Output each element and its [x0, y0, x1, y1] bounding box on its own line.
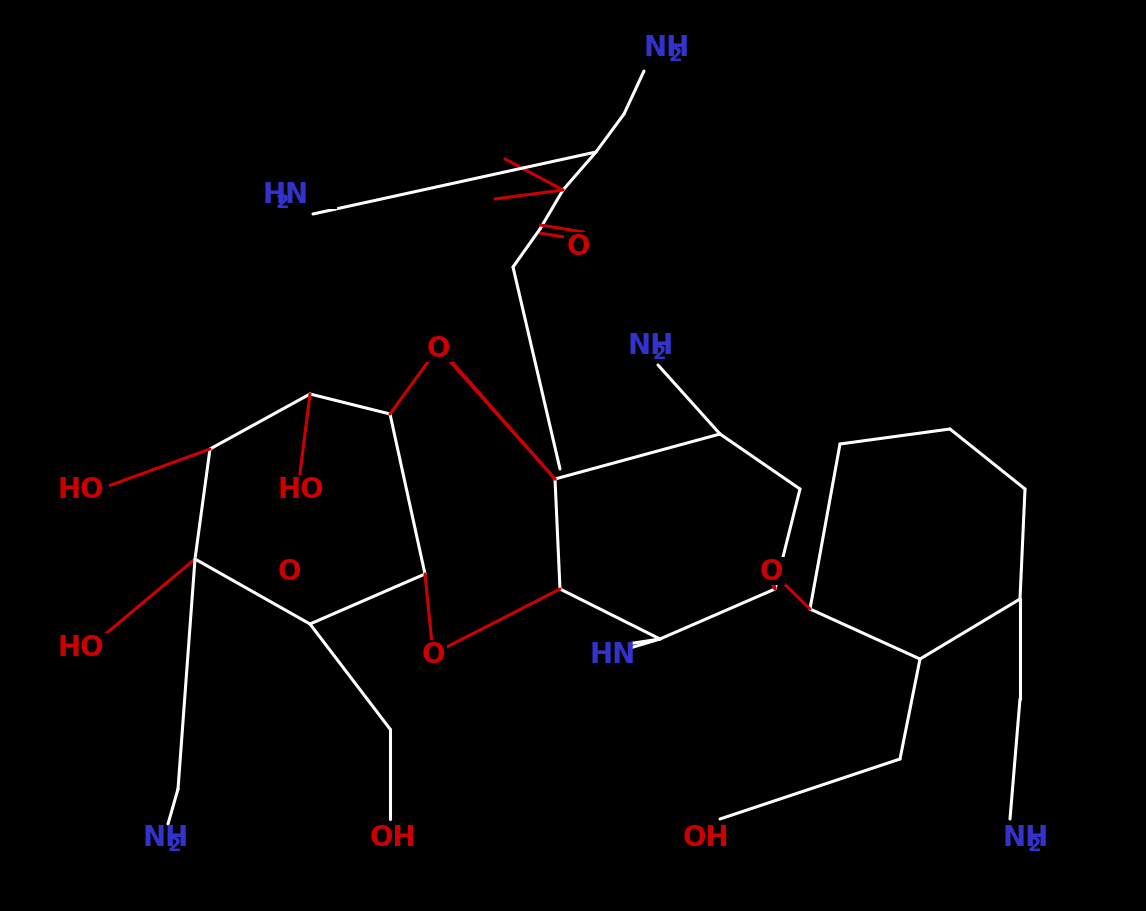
FancyBboxPatch shape: [686, 824, 728, 851]
Text: OH: OH: [370, 824, 417, 851]
Text: 2: 2: [669, 46, 682, 65]
FancyBboxPatch shape: [275, 476, 330, 504]
Text: NH: NH: [1003, 824, 1050, 851]
Text: O: O: [426, 334, 449, 363]
Text: NH: NH: [628, 332, 674, 360]
Text: 2: 2: [167, 835, 181, 855]
FancyBboxPatch shape: [630, 35, 665, 61]
FancyBboxPatch shape: [129, 824, 163, 850]
FancyBboxPatch shape: [55, 476, 110, 504]
FancyBboxPatch shape: [374, 824, 416, 851]
Text: H: H: [262, 180, 286, 209]
Text: 2: 2: [275, 193, 289, 212]
Text: HO: HO: [278, 476, 324, 504]
FancyBboxPatch shape: [419, 640, 447, 669]
FancyBboxPatch shape: [424, 334, 452, 363]
Text: 2: 2: [1028, 835, 1042, 855]
Text: O: O: [422, 640, 445, 669]
FancyBboxPatch shape: [252, 179, 338, 210]
Text: N: N: [284, 180, 307, 209]
FancyBboxPatch shape: [989, 824, 1023, 850]
Text: OH: OH: [683, 824, 730, 851]
FancyBboxPatch shape: [275, 558, 303, 586]
FancyBboxPatch shape: [589, 640, 631, 669]
Text: HO: HO: [58, 476, 104, 504]
Text: 2: 2: [653, 343, 667, 363]
Text: O: O: [277, 558, 300, 586]
Text: HN: HN: [590, 640, 636, 669]
Text: O: O: [760, 558, 783, 586]
FancyBboxPatch shape: [55, 633, 110, 661]
Text: HO: HO: [58, 633, 104, 661]
Text: NH: NH: [143, 824, 189, 851]
Text: O: O: [566, 232, 590, 261]
FancyBboxPatch shape: [614, 333, 649, 359]
FancyBboxPatch shape: [758, 558, 785, 586]
FancyBboxPatch shape: [564, 232, 592, 261]
Text: NH: NH: [644, 34, 690, 62]
